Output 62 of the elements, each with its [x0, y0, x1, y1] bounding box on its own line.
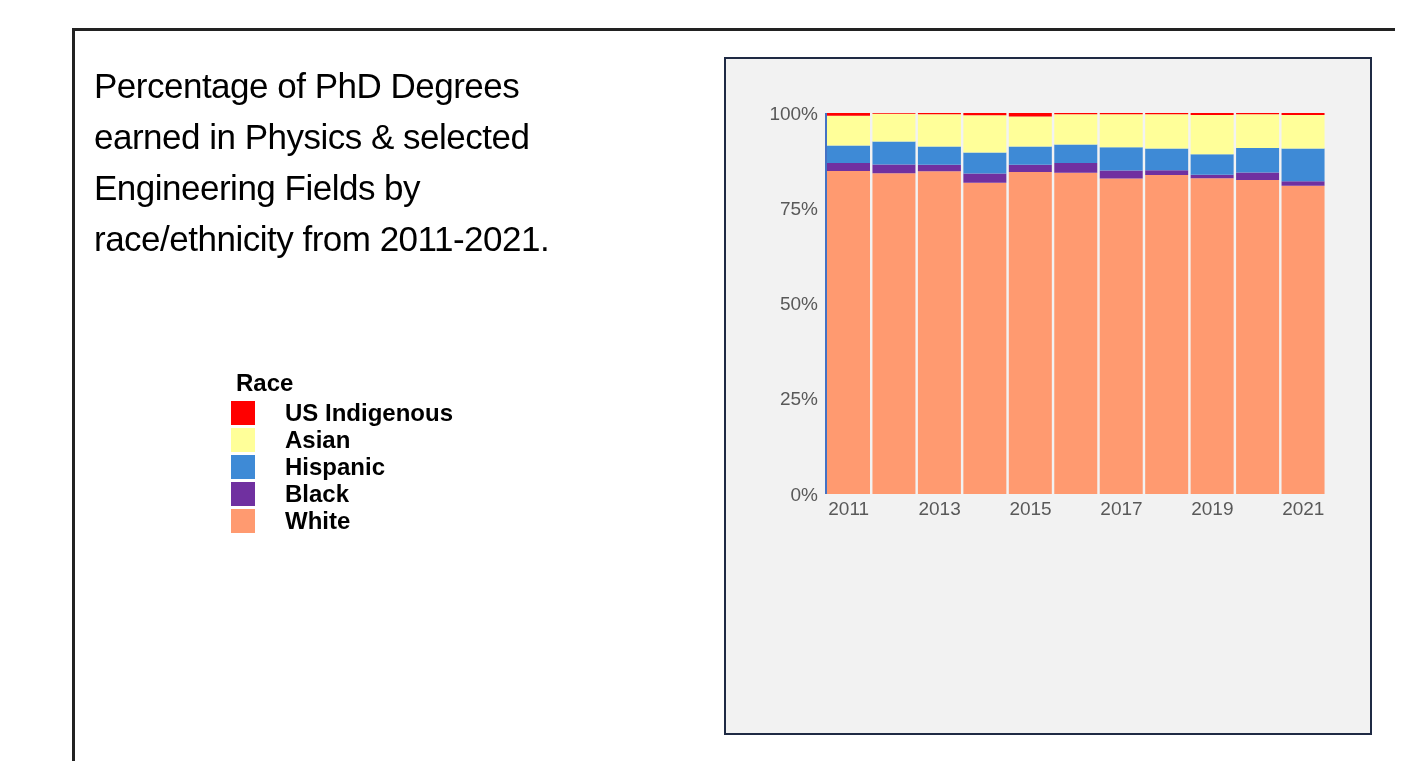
text: Percentage of PhD Degrees earned in Physics & selected Engineering Fields by race/ethnicity from 2011-2021. — [94, 65, 551, 260]
bar — [1008, 172, 1052, 494]
bar — [1008, 116, 1052, 147]
bar — [1054, 172, 1098, 494]
bar — [872, 164, 916, 174]
bar — [1054, 144, 1098, 163]
bar — [1008, 146, 1052, 165]
x-tick-label: 2015 — [1009, 498, 1052, 520]
x-tick-label: 2019 — [1191, 498, 1234, 520]
bar — [1054, 162, 1098, 173]
bar — [1099, 178, 1143, 494]
bar — [963, 173, 1007, 183]
bar — [1099, 114, 1143, 148]
bar — [1236, 180, 1280, 494]
bar — [1099, 170, 1143, 179]
bar — [1190, 114, 1234, 155]
y-tick-label: 50% — [779, 293, 819, 315]
bar — [1145, 175, 1189, 494]
bar — [963, 182, 1007, 494]
bar — [1008, 164, 1052, 173]
bar — [827, 170, 870, 494]
x-tick-label: 2011 — [828, 498, 870, 520]
y-tick-label: 25% — [779, 388, 819, 410]
bar — [1054, 114, 1098, 145]
bar — [872, 173, 916, 494]
bar — [827, 115, 870, 146]
bar — [917, 164, 961, 172]
x-tick-label: 2013 — [918, 498, 961, 520]
bar — [963, 152, 1007, 174]
legend-label: Hispanic — [285, 452, 386, 481]
bar — [1281, 148, 1325, 182]
y-tick-label: 75% — [779, 197, 819, 219]
bar — [917, 171, 961, 494]
bar — [1281, 114, 1325, 149]
bar — [1145, 148, 1189, 171]
bar — [917, 114, 961, 147]
legend-label: US Indigenous — [285, 398, 453, 427]
bar — [827, 113, 870, 116]
bar — [872, 141, 916, 165]
bar — [827, 145, 870, 163]
x-tick-label: 2017 — [1100, 498, 1143, 520]
bar — [1190, 178, 1234, 494]
bar — [917, 146, 961, 165]
bar — [1236, 148, 1280, 173]
bar — [1145, 170, 1189, 176]
legend-label: White — [285, 506, 351, 535]
bar — [1190, 154, 1234, 175]
bar — [1099, 147, 1143, 171]
bar — [963, 115, 1007, 153]
legend-title: Race — [236, 369, 295, 397]
bar — [872, 113, 916, 142]
bar — [1281, 185, 1325, 494]
x-tick-label: 2021 — [1282, 498, 1325, 520]
y-tick-label: 0% — [790, 483, 819, 505]
bar — [1236, 172, 1280, 181]
bar — [827, 162, 870, 171]
legend-label: Asian — [285, 425, 351, 454]
bar — [1281, 181, 1325, 186]
bar — [1145, 114, 1189, 149]
legend-label: Black — [285, 479, 350, 508]
y-tick-label: 100% — [769, 102, 819, 124]
bar — [1236, 114, 1280, 149]
